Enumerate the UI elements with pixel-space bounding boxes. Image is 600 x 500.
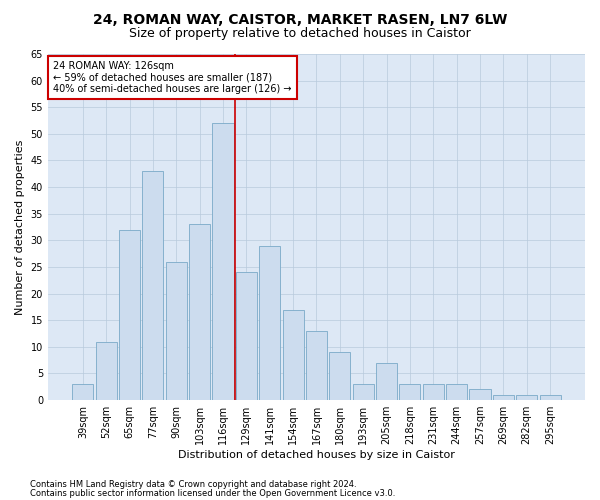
Bar	[493, 395, 514, 400]
Text: Contains HM Land Registry data © Crown copyright and database right 2024.: Contains HM Land Registry data © Crown c…	[30, 480, 356, 489]
Bar	[516, 395, 537, 400]
Text: 24, ROMAN WAY, CAISTOR, MARKET RASEN, LN7 6LW: 24, ROMAN WAY, CAISTOR, MARKET RASEN, LN…	[93, 12, 507, 26]
Bar	[423, 384, 444, 400]
Bar	[469, 390, 491, 400]
Bar	[95, 342, 117, 400]
Bar	[539, 395, 560, 400]
Bar	[259, 246, 280, 400]
Bar	[400, 384, 421, 400]
Bar	[446, 384, 467, 400]
Bar	[119, 230, 140, 400]
Text: Size of property relative to detached houses in Caistor: Size of property relative to detached ho…	[129, 28, 471, 40]
Bar	[353, 384, 374, 400]
Bar	[166, 262, 187, 400]
Bar	[236, 272, 257, 400]
Bar	[329, 352, 350, 400]
Bar	[189, 224, 210, 400]
Text: Contains public sector information licensed under the Open Government Licence v3: Contains public sector information licen…	[30, 488, 395, 498]
Text: 24 ROMAN WAY: 126sqm
← 59% of detached houses are smaller (187)
40% of semi-deta: 24 ROMAN WAY: 126sqm ← 59% of detached h…	[53, 61, 292, 94]
Bar	[306, 331, 327, 400]
Y-axis label: Number of detached properties: Number of detached properties	[15, 140, 25, 314]
Bar	[73, 384, 94, 400]
Bar	[283, 310, 304, 400]
Bar	[142, 171, 163, 400]
Bar	[376, 363, 397, 400]
X-axis label: Distribution of detached houses by size in Caistor: Distribution of detached houses by size …	[178, 450, 455, 460]
Bar	[212, 123, 233, 400]
